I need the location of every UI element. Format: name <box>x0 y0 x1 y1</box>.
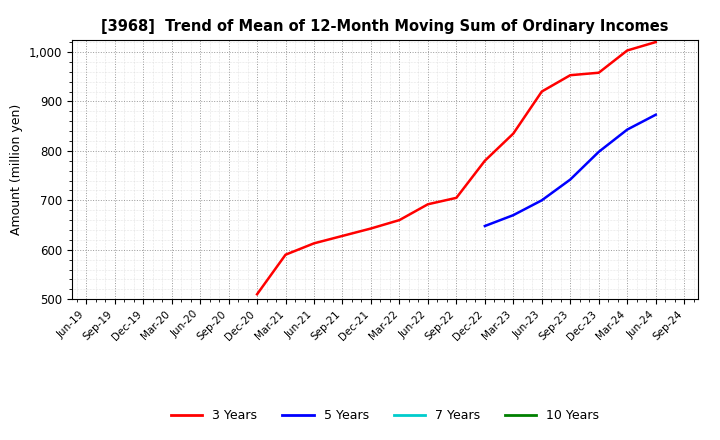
Y-axis label: Amount (million yen): Amount (million yen) <box>10 104 23 235</box>
Title: [3968]  Trend of Mean of 12-Month Moving Sum of Ordinary Incomes: [3968] Trend of Mean of 12-Month Moving … <box>102 19 669 34</box>
Legend: 3 Years, 5 Years, 7 Years, 10 Years: 3 Years, 5 Years, 7 Years, 10 Years <box>166 404 604 427</box>
